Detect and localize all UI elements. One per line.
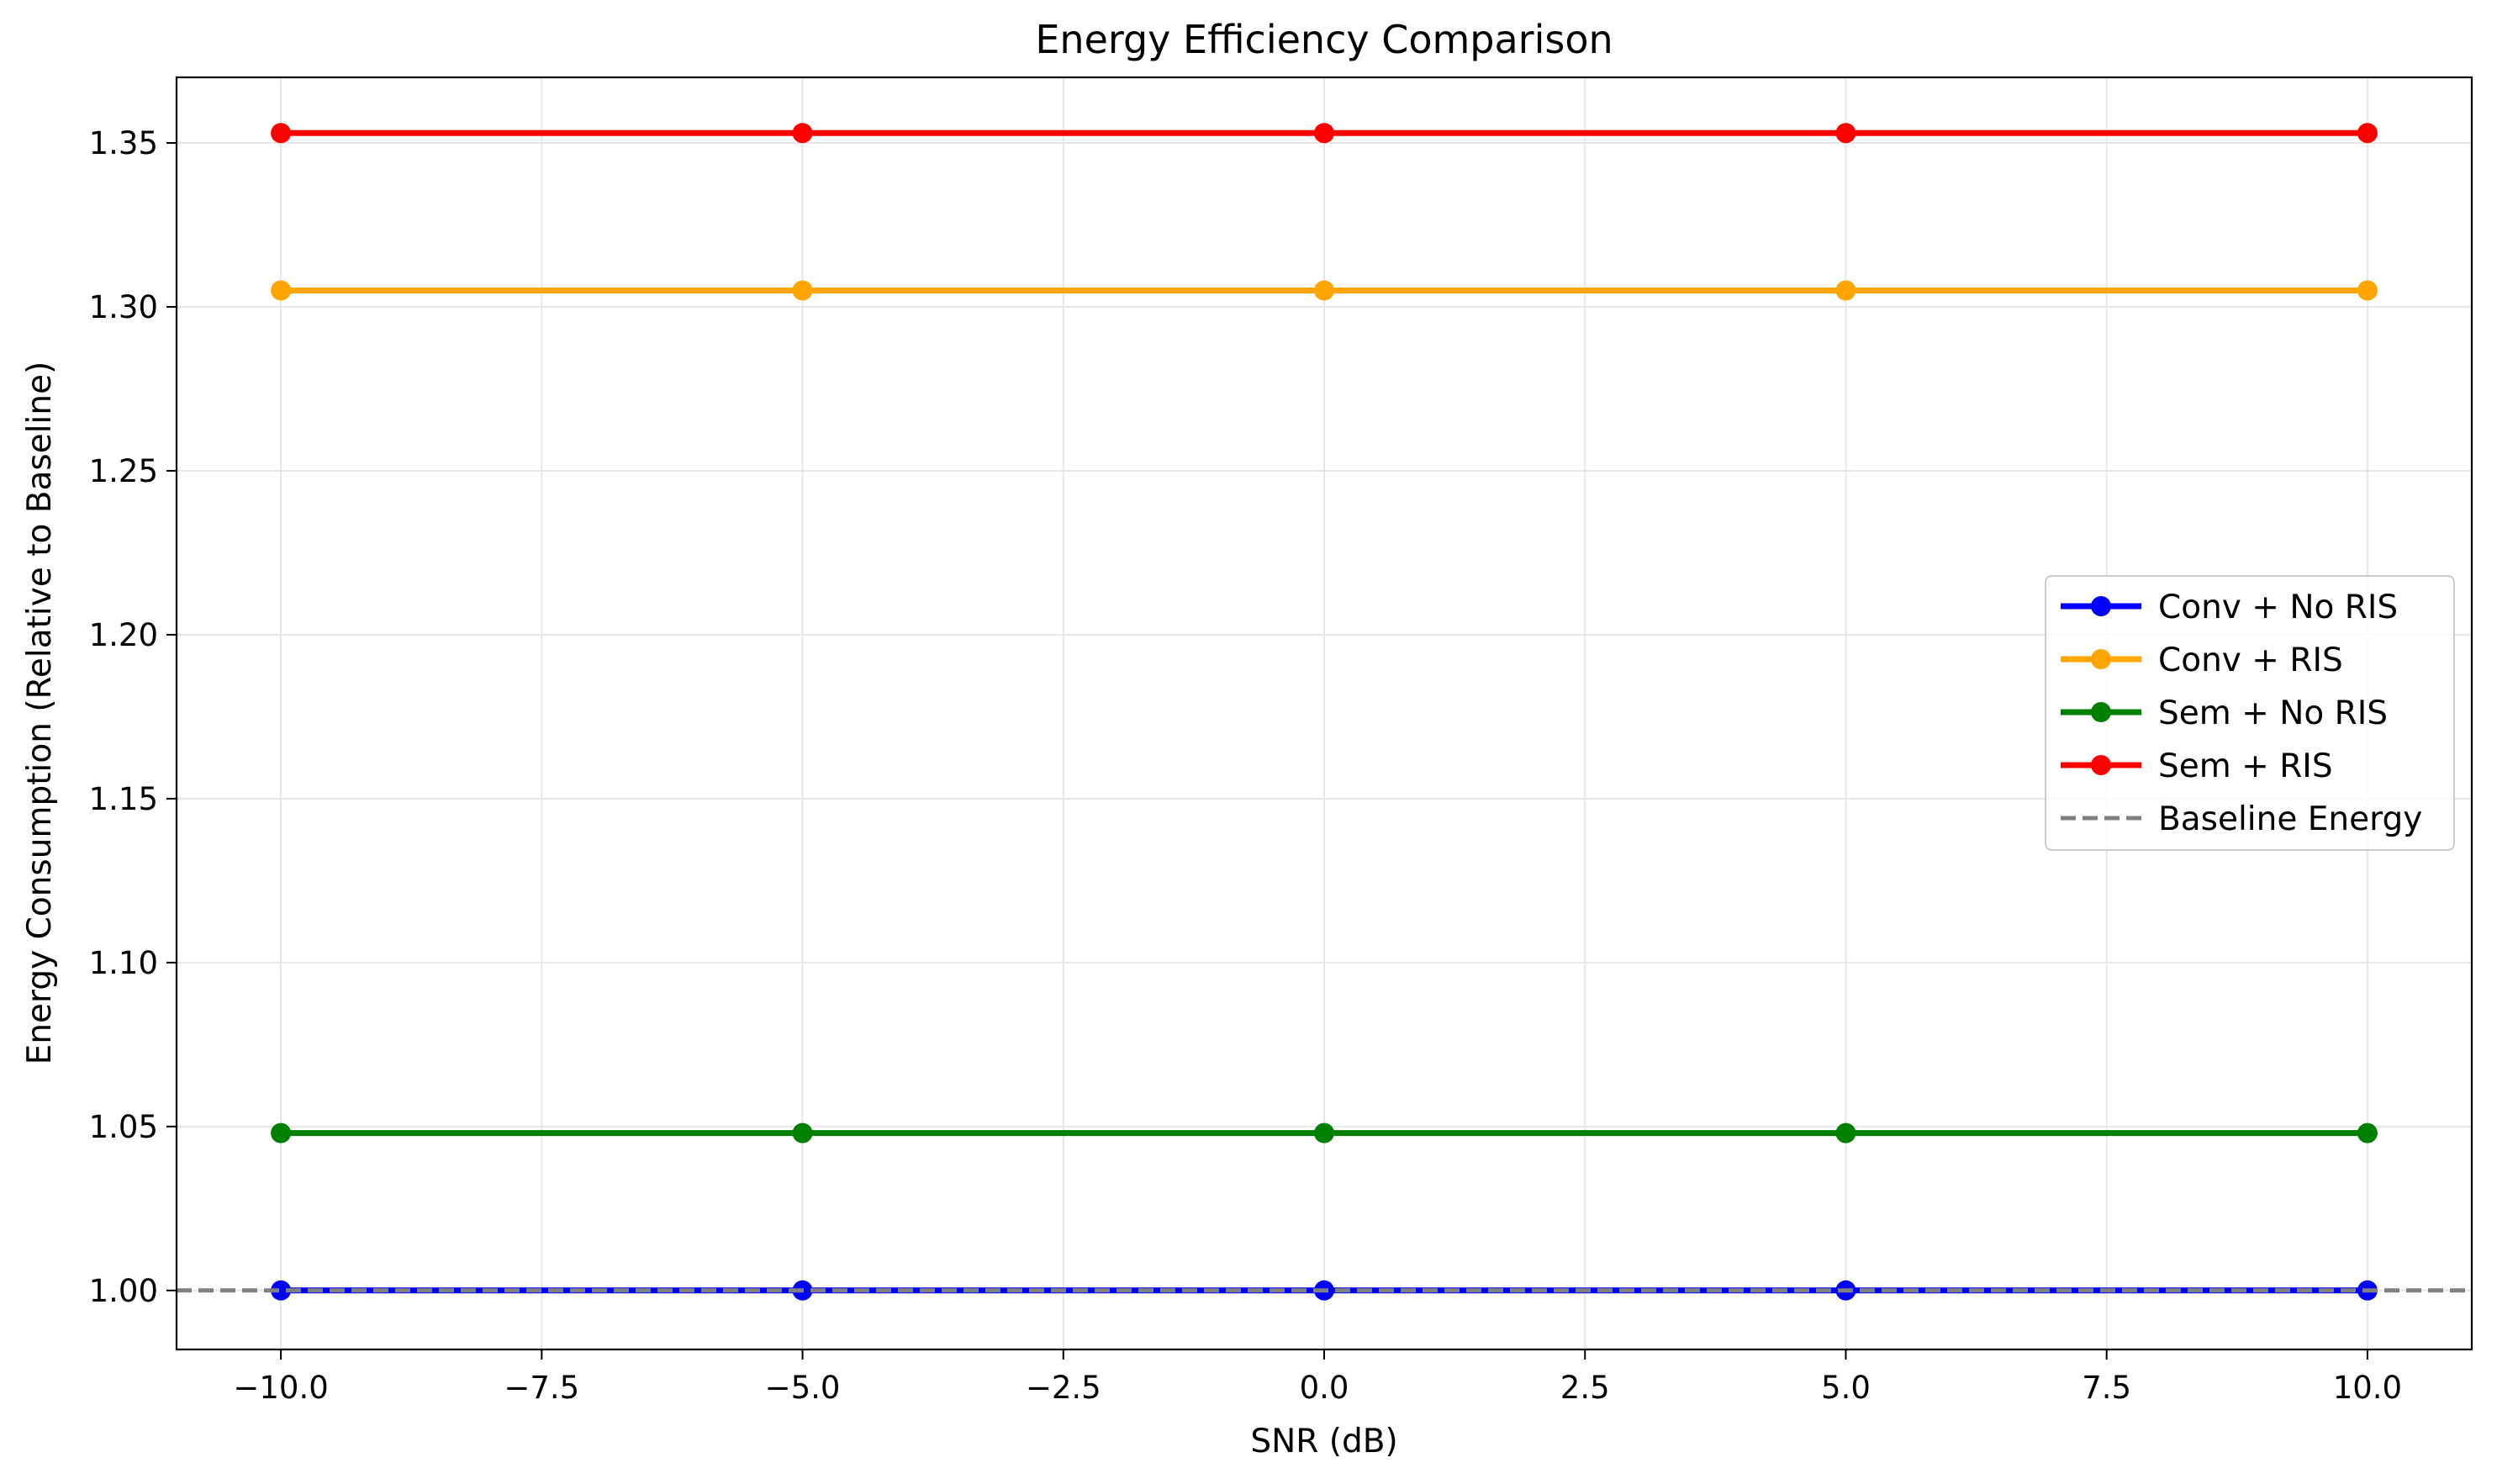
x-tick-label: −2.5 (1026, 1370, 1101, 1406)
data-point (1835, 280, 1856, 301)
legend-swatch-marker (2091, 596, 2111, 616)
data-point (2357, 280, 2378, 301)
legend-box (2045, 575, 2455, 851)
legend-item: Sem + RIS (2061, 747, 2333, 785)
legend-swatch-marker (2091, 755, 2111, 775)
y-axis-ticks: 1.00 1.05 1.10 1.15 1.20 1.25 1.30 1.35 (89, 125, 177, 1309)
x-tick-label: 10.0 (2333, 1370, 2402, 1406)
y-tick-label: 1.30 (89, 289, 158, 325)
data-point (1314, 123, 1334, 144)
y-tick-label: 1.35 (89, 125, 158, 161)
data-point (2357, 123, 2378, 144)
legend-item: Conv + RIS (2061, 642, 2343, 679)
legend-swatch-marker (2091, 702, 2111, 722)
y-tick-label: 1.15 (89, 781, 158, 817)
legend-label: Sem + No RIS (2158, 694, 2388, 732)
data-point (792, 280, 813, 301)
data-point (1835, 1122, 1856, 1143)
legend-label: Baseline Energy (2158, 800, 2422, 838)
legend-item: Conv + No RIS (2061, 589, 2398, 626)
x-tick-label: 2.5 (1560, 1370, 1610, 1406)
legend-label: Conv + No RIS (2158, 589, 2398, 626)
data-point (1314, 1122, 1334, 1143)
data-point (792, 1122, 813, 1143)
legend-label: Conv + RIS (2158, 642, 2343, 679)
y-axis-title: Energy Consumption (Relative to Baseline… (21, 362, 59, 1065)
data-point (271, 280, 292, 301)
y-tick-label: 1.25 (89, 453, 158, 489)
series-sem-no-ris (271, 1122, 2378, 1143)
x-tick-label: −10.0 (233, 1370, 328, 1406)
data-point (271, 1122, 292, 1143)
data-point (271, 1280, 292, 1301)
x-tick-label: 5.0 (1821, 1370, 1871, 1406)
data-point (271, 123, 292, 144)
x-axis-title: SNR (dB) (1250, 1423, 1397, 1460)
series-conv-ris (271, 280, 2378, 301)
x-tick-label: −5.0 (765, 1370, 841, 1406)
x-tick-label: 7.5 (2082, 1370, 2131, 1406)
series-sem-ris (271, 123, 2378, 144)
x-tick-label: 0.0 (1300, 1370, 1349, 1406)
data-point (1835, 123, 1856, 144)
legend-item: Baseline Energy (2061, 800, 2422, 838)
data-point (792, 123, 813, 144)
y-tick-label: 1.05 (89, 1109, 158, 1145)
x-axis-ticks: −10.0 −7.5 −5.0 −2.5 0.0 2.5 5.0 7.5 10.0 (233, 1349, 2402, 1406)
x-tick-label: −7.5 (504, 1370, 579, 1406)
legend-label: Sem + RIS (2158, 747, 2333, 785)
legend-item: Sem + No RIS (2061, 694, 2388, 732)
data-point (2357, 1122, 2378, 1143)
chart-title: Energy Efficiency Comparison (1035, 17, 1613, 62)
y-tick-label: 1.20 (89, 617, 158, 653)
y-tick-label: 1.10 (89, 945, 158, 981)
legend-swatch-marker (2091, 649, 2111, 669)
data-point (1314, 280, 1334, 301)
legend: Conv + No RIS Conv + RIS Sem + No RIS Sem +… (2045, 575, 2455, 851)
y-tick-label: 1.00 (89, 1273, 158, 1309)
